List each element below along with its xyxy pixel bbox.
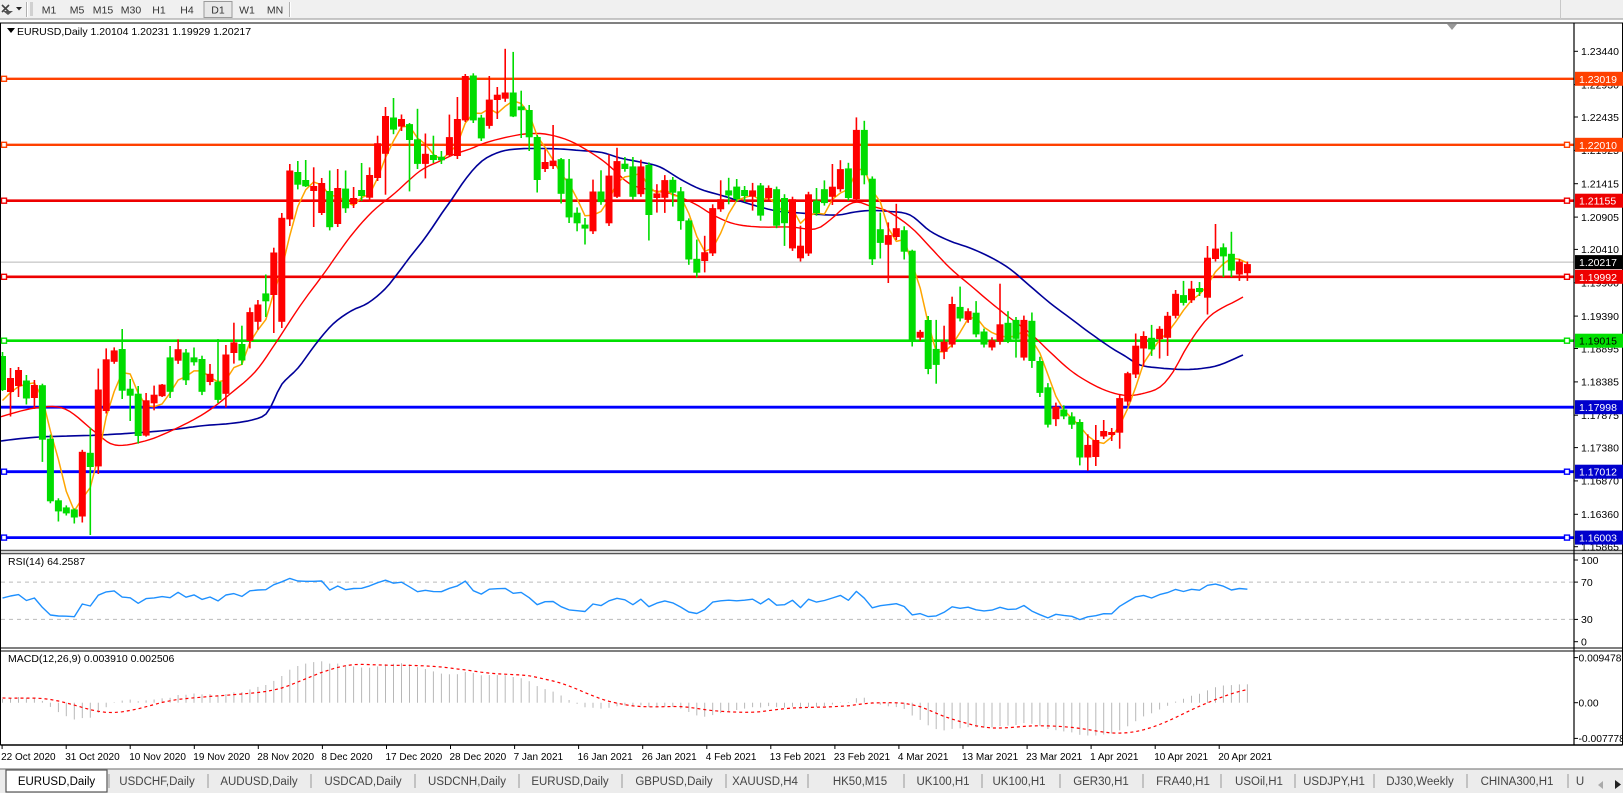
svg-text:EURUSD,Daily: EURUSD,Daily <box>18 776 96 788</box>
svg-text:EURUSD,Daily 1.20104 1.20231: EURUSD,Daily 1.20104 1.20231 1.19929 1.2… <box>17 26 251 38</box>
svg-text:1.22435: 1.22435 <box>1581 112 1619 124</box>
svg-text:1.17998: 1.17998 <box>1579 402 1617 414</box>
svg-text:FRA40,H1: FRA40,H1 <box>1156 776 1210 788</box>
svg-text:D1: D1 <box>211 5 225 17</box>
svg-text:10 Apr 2021: 10 Apr 2021 <box>1154 752 1208 763</box>
svg-text:M30: M30 <box>121 5 142 17</box>
svg-text:1.21415: 1.21415 <box>1581 179 1619 191</box>
svg-text:W1: W1 <box>239 5 255 17</box>
svg-text:USDJPY,H1: USDJPY,H1 <box>1303 776 1365 788</box>
svg-text:22 Oct 2020: 22 Oct 2020 <box>1 752 56 763</box>
svg-text:0.009478: 0.009478 <box>1579 653 1622 664</box>
svg-text:MN: MN <box>267 5 283 17</box>
svg-text:EURUSD,Daily: EURUSD,Daily <box>531 776 609 788</box>
svg-text:UK100,H1: UK100,H1 <box>916 776 969 788</box>
svg-text:23 Feb 2021: 23 Feb 2021 <box>834 752 891 763</box>
svg-text:19 Nov 2020: 19 Nov 2020 <box>193 752 250 763</box>
svg-text:17 Dec 2020: 17 Dec 2020 <box>386 752 443 763</box>
svg-text:1.17012: 1.17012 <box>1579 467 1617 479</box>
svg-text:1 Apr 2021: 1 Apr 2021 <box>1090 752 1139 763</box>
svg-text:1.23019: 1.23019 <box>1579 74 1617 86</box>
svg-text:1.20410: 1.20410 <box>1581 244 1619 256</box>
svg-text:20 Apr 2021: 20 Apr 2021 <box>1218 752 1272 763</box>
svg-text:H1: H1 <box>152 5 166 17</box>
svg-text:1.21155: 1.21155 <box>1579 196 1616 208</box>
svg-text:1.23440: 1.23440 <box>1581 46 1619 58</box>
svg-text:-0.007778: -0.007778 <box>1579 734 1623 745</box>
svg-text:GER30,H1: GER30,H1 <box>1073 776 1129 788</box>
svg-text:AUDUSD,Daily: AUDUSD,Daily <box>220 776 298 788</box>
svg-text:CHINA300,H1: CHINA300,H1 <box>1481 776 1554 788</box>
svg-text:HK50,M15: HK50,M15 <box>833 776 887 788</box>
svg-text:13 Mar 2021: 13 Mar 2021 <box>962 752 1019 763</box>
svg-text:31 Oct 2020: 31 Oct 2020 <box>65 752 120 763</box>
svg-text:100: 100 <box>1581 555 1599 567</box>
svg-text:H4: H4 <box>180 5 194 17</box>
svg-text:8 Dec 2020: 8 Dec 2020 <box>321 752 373 763</box>
svg-text:M5: M5 <box>70 5 85 17</box>
svg-text:1.20217: 1.20217 <box>1579 257 1617 269</box>
svg-text:4 Mar 2021: 4 Mar 2021 <box>898 752 949 763</box>
svg-text:GBPUSD,Daily: GBPUSD,Daily <box>635 776 713 788</box>
svg-text:1.20905: 1.20905 <box>1581 212 1619 224</box>
svg-text:0.00: 0.00 <box>1579 699 1599 710</box>
svg-text:1.19015: 1.19015 <box>1579 336 1617 348</box>
svg-text:M15: M15 <box>93 5 114 17</box>
svg-text:1.19390: 1.19390 <box>1581 311 1619 323</box>
svg-text:1.17380: 1.17380 <box>1581 442 1619 454</box>
svg-text:1.19992: 1.19992 <box>1579 272 1617 284</box>
svg-text:23 Mar 2021: 23 Mar 2021 <box>1026 752 1083 763</box>
svg-text:1.18385: 1.18385 <box>1581 377 1619 389</box>
svg-text:4 Feb 2021: 4 Feb 2021 <box>706 752 757 763</box>
svg-text:0: 0 <box>1581 637 1587 649</box>
svg-text:30: 30 <box>1581 614 1593 626</box>
svg-text:28 Dec 2020: 28 Dec 2020 <box>450 752 507 763</box>
svg-text:70: 70 <box>1581 577 1593 589</box>
svg-text:UK100,H1: UK100,H1 <box>992 776 1045 788</box>
svg-text:USDCNH,Daily: USDCNH,Daily <box>428 776 506 788</box>
svg-text:USDCAD,Daily: USDCAD,Daily <box>324 776 402 788</box>
svg-text:MACD(12,26,9) 0.003910 0.00250: MACD(12,26,9) 0.003910 0.002506 <box>8 653 175 665</box>
svg-text:26 Jan 2021: 26 Jan 2021 <box>642 752 697 763</box>
svg-text:7 Jan 2021: 7 Jan 2021 <box>514 752 564 763</box>
svg-text:USDCHF,Daily: USDCHF,Daily <box>119 776 195 788</box>
svg-text:28 Nov 2020: 28 Nov 2020 <box>257 752 314 763</box>
svg-text:M1: M1 <box>42 5 57 17</box>
svg-text:U: U <box>1576 776 1584 788</box>
svg-text:1.16003: 1.16003 <box>1579 533 1617 545</box>
svg-text:XAUUSD,H4: XAUUSD,H4 <box>732 776 798 788</box>
svg-text:13 Feb 2021: 13 Feb 2021 <box>770 752 827 763</box>
svg-text:DJ30,Weekly: DJ30,Weekly <box>1386 776 1454 788</box>
svg-text:10 Nov 2020: 10 Nov 2020 <box>129 752 186 763</box>
svg-text:USOil,H1: USOil,H1 <box>1235 776 1283 788</box>
svg-text:16 Jan 2021: 16 Jan 2021 <box>578 752 633 763</box>
svg-text:RSI(14) 64.2587: RSI(14) 64.2587 <box>8 556 85 568</box>
svg-text:1.16360: 1.16360 <box>1581 509 1619 521</box>
svg-text:1.22010: 1.22010 <box>1579 140 1617 152</box>
